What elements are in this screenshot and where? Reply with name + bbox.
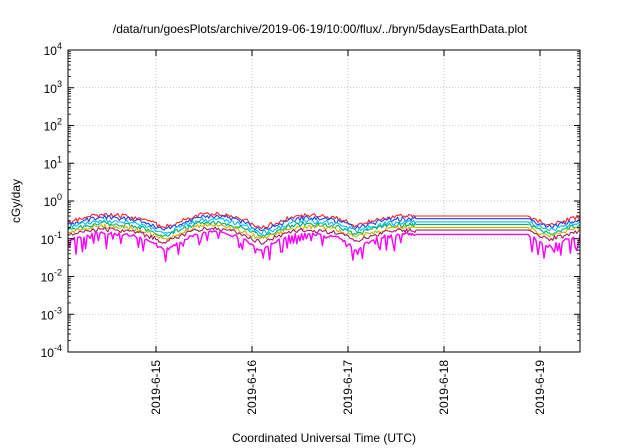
x-tick-label: 2019-6-19 (533, 360, 547, 415)
y-axis: 10-4 10-3 10-2 10-1 100 101 102 103 104 (41, 41, 580, 360)
y-tick-label: 101 (44, 154, 62, 171)
series-line (67, 211, 581, 230)
series-line (67, 223, 581, 241)
x-axis-label: Coordinated Universal Time (UTC) (232, 431, 416, 445)
y-tick-label: 10-2 (41, 268, 62, 285)
series-line (67, 220, 581, 238)
series-line (67, 230, 581, 263)
chart-title: /data/run/goesPlots/archive/2019-06-19/1… (113, 22, 528, 36)
y-tick-label: 10-4 (41, 343, 62, 360)
y-tick-label: 104 (44, 41, 62, 58)
y-tick-label: 102 (44, 117, 62, 134)
series-line (67, 217, 581, 236)
x-tick-label: 2019-6-18 (437, 360, 451, 415)
series-line (67, 214, 581, 231)
y-tick-label: 103 (44, 79, 62, 96)
y-axis-label: cGy/day (9, 179, 23, 223)
x-tick-label: 2019-6-16 (245, 360, 259, 415)
grid (68, 50, 580, 352)
y-tick-label: 10-1 (41, 230, 62, 247)
series-layer (67, 211, 581, 263)
x-tick-label: 2019-6-15 (149, 360, 163, 415)
x-axis: 2019-6-15 2019-6-16 2019-6-17 2019-6-18 2019… (149, 50, 547, 415)
x-tick-label: 2019-6-17 (341, 360, 355, 415)
y-tick-label: 10-3 (41, 305, 62, 322)
series-line (67, 226, 581, 245)
y-tick-label: 100 (44, 192, 62, 209)
